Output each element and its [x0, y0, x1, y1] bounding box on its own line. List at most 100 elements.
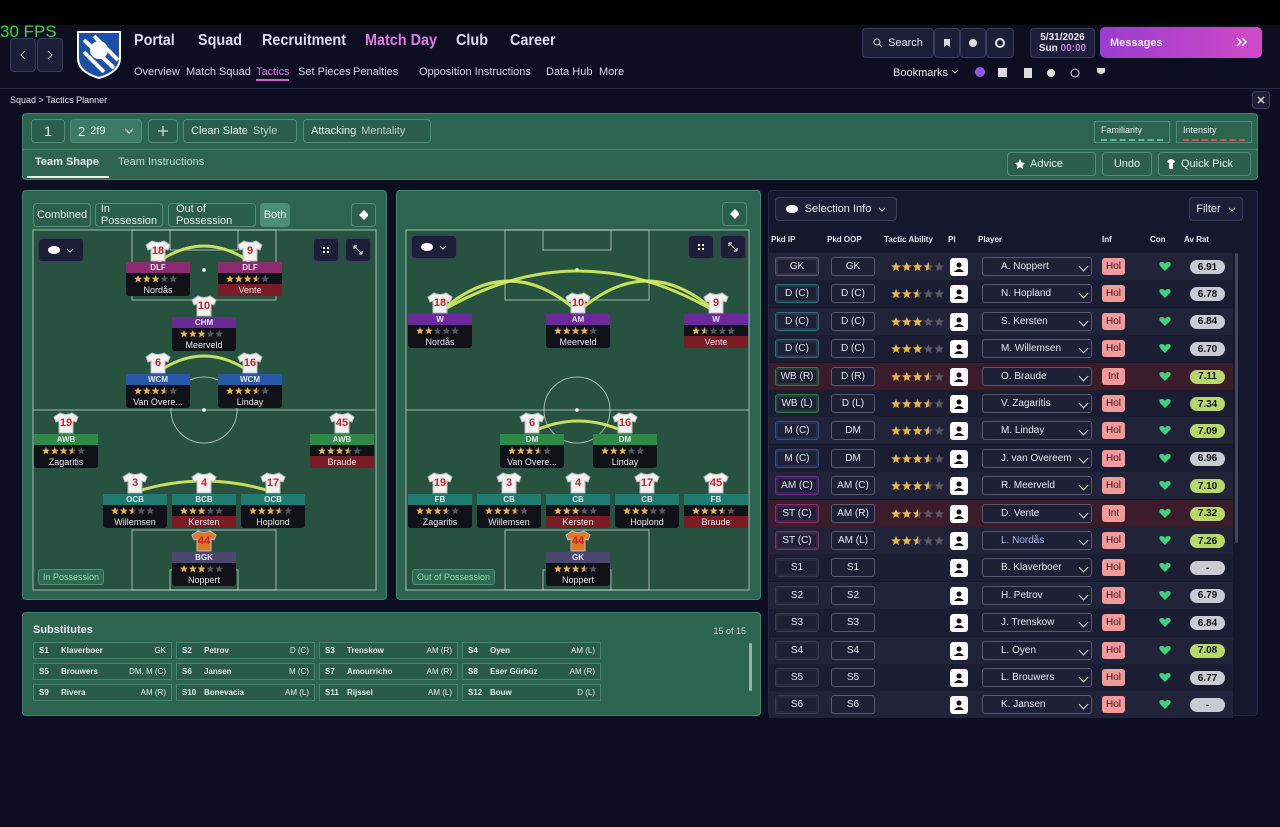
shape-filter[interactable]: Both [260, 203, 290, 227]
pkd-oop[interactable]: DM [831, 448, 875, 468]
player-card[interactable]: 4 BCB Kersten [170, 472, 238, 530]
player-card[interactable]: 17 OCB Hoplond [239, 472, 307, 530]
player-select[interactable]: O. Braude [982, 366, 1092, 386]
substitute-row[interactable]: S4 Oyen AM (L) [462, 642, 601, 659]
player-card[interactable]: 19 AWB Zagaritis [32, 412, 100, 470]
player-select[interactable]: L. Oyen [982, 640, 1092, 660]
expand-toggle[interactable] [345, 238, 371, 262]
nav-item[interactable]: Recruitment [262, 32, 347, 49]
intensity[interactable]: Intensity [1176, 121, 1252, 143]
player-card[interactable]: 45 AWB Braude [308, 412, 376, 470]
subnav-item[interactable]: Set Pieces [298, 66, 351, 78]
tab-active[interactable]: Team Shape [35, 156, 99, 168]
player-card[interactable]: 9 W Vente [682, 292, 750, 350]
pkd-ip[interactable]: WB (R) [775, 366, 819, 386]
pkd-oop[interactable]: AM (C) [831, 476, 875, 496]
search-button[interactable]: Search [862, 28, 934, 58]
pkd-ip[interactable]: GK [775, 257, 819, 276]
tactic-slot[interactable]: 1 [31, 119, 65, 143]
pkd-ip[interactable]: D (C) [775, 339, 819, 359]
messages-button[interactable]: Messages [1100, 27, 1262, 58]
player-card[interactable]: 18 W Nordås [406, 292, 474, 350]
substitute-row[interactable]: S6 Jansen M (C) [176, 663, 315, 680]
column-header[interactable]: Con [1150, 235, 1166, 244]
pkd-ip[interactable]: S2 [775, 585, 819, 605]
player-instructions[interactable] [950, 422, 968, 441]
pitch-settings[interactable] [351, 203, 376, 227]
mentality-dropdown[interactable]: Attacking Mentality [303, 119, 431, 143]
pitch-settings[interactable] [722, 202, 747, 226]
tactic-selector[interactable]: 2 2f9 [70, 119, 142, 143]
grid-toggle[interactable] [313, 238, 339, 262]
player-instructions[interactable] [950, 641, 968, 660]
substitute-row[interactable]: S8 Eser Gürbüz AM (R) [462, 663, 601, 680]
player-card[interactable]: 45 FB Braude [682, 472, 750, 530]
bookmark-button[interactable] [934, 28, 960, 58]
bookmarks[interactable]: Bookmarks [893, 67, 949, 79]
pkd-oop[interactable]: S5 [831, 668, 875, 687]
pkd-ip[interactable]: D (C) [775, 284, 819, 304]
nav-item[interactable]: Match Day [365, 32, 438, 49]
expand-toggle[interactable] [720, 235, 746, 259]
player-card[interactable]: 10 CHM Meerveld [170, 295, 238, 353]
close-button[interactable] [1252, 91, 1270, 109]
player-card[interactable]: 19 FB Zagaritis [406, 472, 474, 530]
player-card[interactable]: 18 DLF Nordås [124, 240, 192, 298]
nav-item[interactable]: Club [456, 32, 488, 49]
subnav-item[interactable]: Data Hub [546, 66, 593, 78]
player-instructions[interactable] [950, 696, 968, 715]
substitute-row[interactable]: S9 Rivera AM (R) [33, 684, 172, 701]
globe-button[interactable] [960, 28, 986, 58]
player-instructions[interactable] [950, 669, 968, 687]
player-card[interactable]: 6 DM Van Overe... [498, 412, 566, 470]
pkd-oop[interactable]: D (C) [831, 284, 875, 304]
pkd-ip[interactable]: ST (C) [775, 503, 819, 523]
pkd-ip[interactable]: S1 [775, 558, 819, 578]
undo-button[interactable]: Undo [1102, 152, 1152, 176]
pkd-ip[interactable]: M (C) [775, 421, 819, 441]
visibility-toggle[interactable] [411, 235, 457, 259]
pkd-oop[interactable]: GK [831, 257, 875, 276]
player-card[interactable]: 16 DM Linday [591, 412, 659, 470]
pkd-oop[interactable]: D (R) [831, 366, 875, 386]
column-header[interactable]: Pkd OOP [827, 235, 862, 244]
pkd-oop[interactable]: S4 [831, 640, 875, 660]
player-card[interactable]: 16 WCM Linday [216, 352, 284, 410]
crumb[interactable]: Squad [10, 95, 37, 105]
pkd-oop[interactable]: D (C) [831, 311, 875, 331]
settings-button[interactable] [986, 28, 1014, 58]
player-card[interactable]: 44 BGK Noppert [170, 530, 238, 588]
player-select[interactable]: S. Kersten [982, 311, 1092, 331]
shape-filter[interactable]: In Possession [95, 203, 163, 227]
grid-toggle[interactable] [688, 235, 714, 259]
pkd-ip[interactable]: ST (C) [775, 531, 819, 550]
nav-item[interactable]: Portal [134, 32, 175, 49]
subnav-item[interactable]: Match Squad [186, 66, 251, 78]
add-tactic[interactable] [148, 119, 178, 143]
pkd-ip[interactable]: M (C) [775, 448, 819, 468]
selection-info-dropdown[interactable]: Selection Info [775, 197, 897, 221]
player-instructions[interactable] [950, 367, 968, 386]
substitute-row[interactable]: S7 Amourricho AM (R) [319, 663, 458, 680]
pkd-oop[interactable]: S2 [831, 585, 875, 605]
player-select[interactable]: H. Petrov [982, 585, 1092, 605]
column-header[interactable]: PI [948, 235, 956, 244]
player-card[interactable]: 44 GK Noppert [544, 530, 612, 588]
substitute-row[interactable]: S10 Bonevacia AM (L) [176, 684, 315, 701]
column-header[interactable]: Av Rat [1184, 235, 1210, 244]
player-instructions[interactable] [950, 559, 968, 578]
pkd-ip[interactable]: WB (L) [775, 394, 819, 413]
pkd-oop[interactable]: S3 [831, 613, 875, 633]
nav-item[interactable]: Career [510, 32, 556, 49]
substitute-row[interactable]: S12 Bouw D (L) [462, 684, 601, 701]
back-button[interactable] [10, 38, 36, 72]
player-select[interactable]: B. Klaverboer [982, 558, 1092, 578]
player-instructions[interactable] [950, 504, 968, 523]
pkd-oop[interactable]: AM (R) [831, 503, 875, 523]
column-header[interactable]: Player [978, 235, 1003, 244]
pkd-oop[interactable]: AM (L) [831, 531, 875, 550]
player-instructions[interactable] [950, 477, 968, 496]
familiarity[interactable]: Familiarity [1094, 121, 1170, 143]
pkd-ip[interactable]: D (C) [775, 311, 819, 331]
player-select[interactable]: J. Trenskow [982, 613, 1092, 633]
